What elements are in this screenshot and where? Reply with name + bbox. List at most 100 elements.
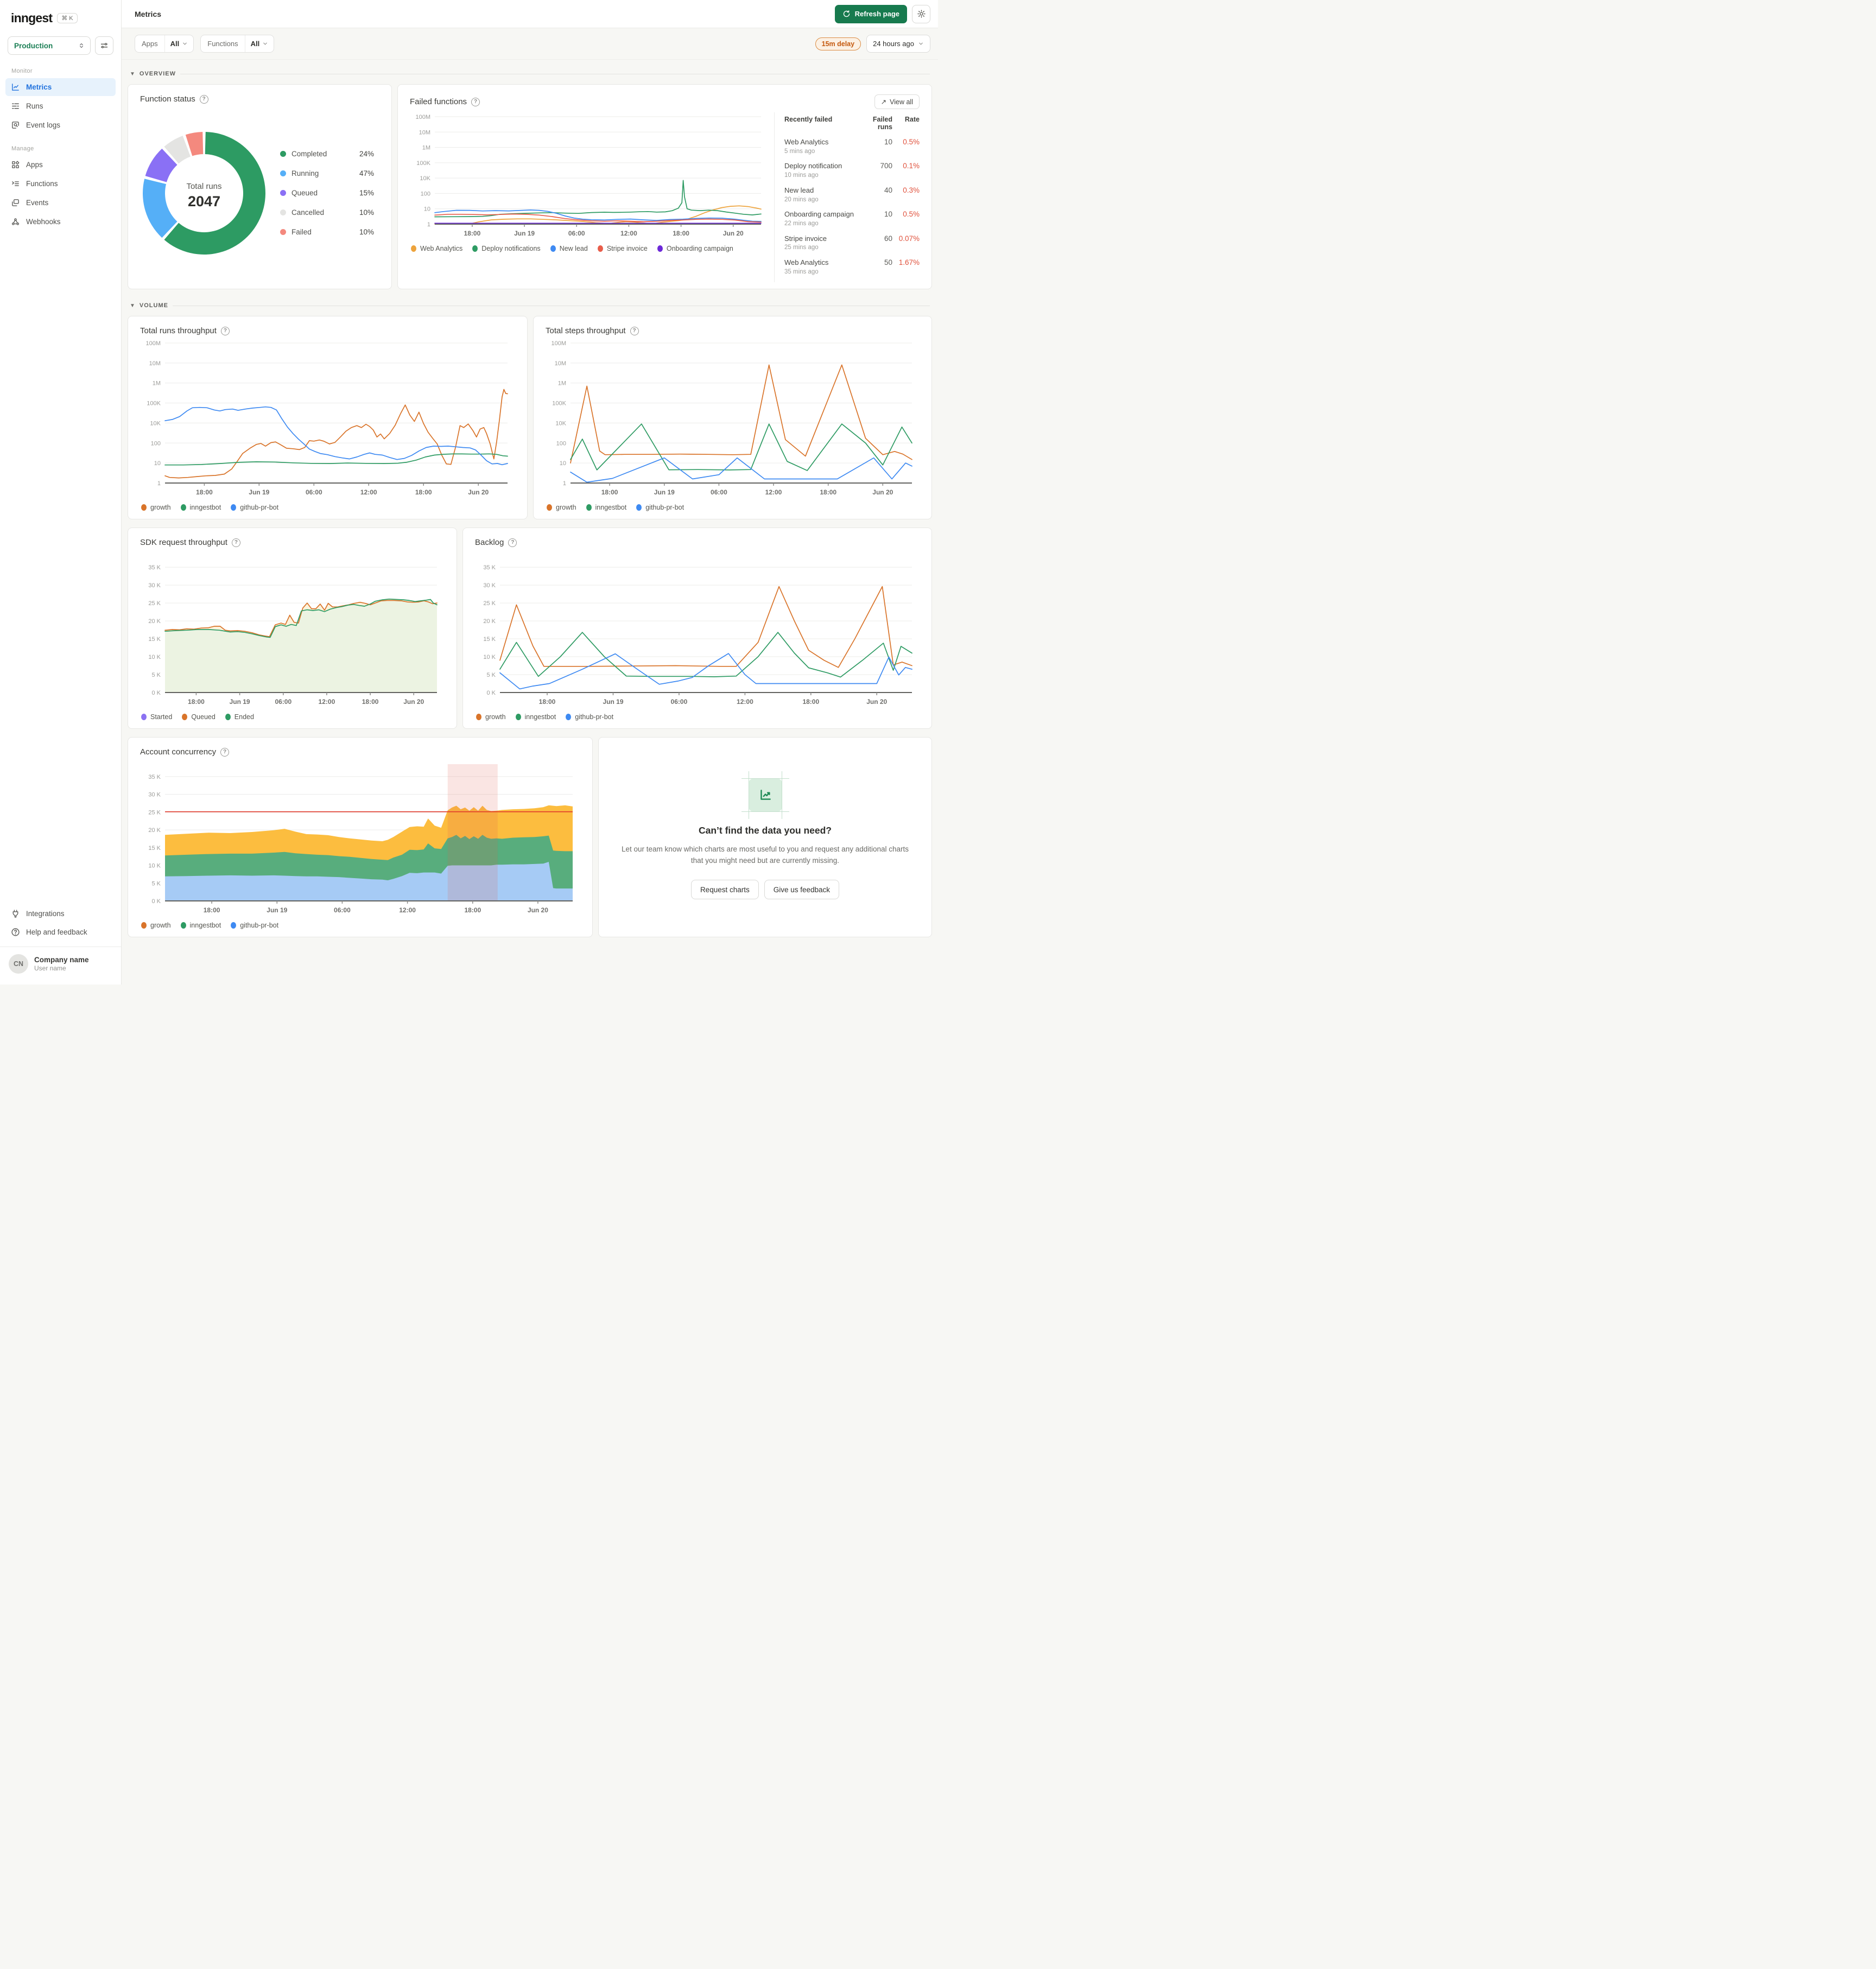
time-range-select[interactable]: 24 hours ago	[866, 35, 930, 53]
sidebar-item-metrics[interactable]: Metrics	[5, 78, 116, 96]
section-label: VOLUME	[139, 302, 168, 309]
env-filter-button[interactable]	[95, 36, 113, 55]
svg-text:18:00: 18:00	[204, 906, 220, 914]
filterbar: Apps All Functions All 15m delay 24 hour…	[122, 28, 938, 60]
help-question-icon[interactable]: ?	[199, 94, 208, 104]
account-concurrency-legend: growth inngestbot github-pr-bot	[141, 922, 579, 929]
table-row[interactable]: New lead 20 mins ago 40 0.3%	[784, 186, 920, 203]
legend-item[interactable]: inngestbot	[586, 504, 626, 511]
legend-item[interactable]: github-pr-bot	[566, 713, 613, 721]
legend-item[interactable]: inngestbot	[180, 922, 221, 929]
legend-item[interactable]: inngestbot	[180, 504, 221, 511]
sidebar-item-runs[interactable]: Runs	[5, 97, 116, 115]
give-feedback-button[interactable]: Give us feedback	[764, 880, 840, 900]
svg-text:18:00: 18:00	[362, 698, 379, 706]
donut-legend-item[interactable]: Failed 10%	[280, 228, 374, 236]
legend-item[interactable]: Started	[141, 713, 172, 721]
legend-item[interactable]: Queued	[182, 713, 216, 721]
donut-legend-item[interactable]: Running 47%	[280, 169, 374, 177]
card-title: Function status	[140, 94, 195, 104]
failed-function-time: 22 mins ago	[784, 220, 819, 227]
card-title: Failed functions	[410, 97, 467, 106]
donut-legend-item[interactable]: Cancelled 10%	[280, 208, 374, 217]
svg-text:30 K: 30 K	[148, 792, 161, 798]
svg-text:100K: 100K	[147, 401, 161, 407]
legend-item[interactable]: growth	[141, 504, 171, 511]
apps-filter[interactable]: Apps All	[135, 35, 194, 53]
svg-text:100K: 100K	[552, 401, 566, 407]
help-circle-icon	[11, 928, 20, 937]
failed-function-name: Web Analytics	[784, 138, 829, 146]
refresh-page-button[interactable]: Refresh page	[834, 4, 907, 23]
failed-function-time: 5 mins ago	[784, 148, 815, 155]
sidebar-item-event-logs[interactable]: Event logs	[5, 116, 116, 134]
card-title: SDK request throughput	[140, 538, 227, 548]
table-row[interactable]: Stripe invoice 25 mins ago 60 0.07%	[784, 234, 920, 251]
command-k-shortcut[interactable]: ⌘ K	[57, 13, 78, 23]
legend-item[interactable]: growth	[141, 922, 171, 929]
legend-item[interactable]: growth	[476, 713, 506, 721]
legend-dot-icon	[515, 714, 521, 721]
legend-item[interactable]: github-pr-bot	[231, 504, 278, 511]
failed-runs-count: 10	[884, 210, 892, 219]
sidebar-item-integrations[interactable]: Integrations	[5, 905, 116, 923]
sidebar-item-apps[interactable]: Apps	[5, 156, 116, 174]
legend-item[interactable]: github-pr-bot	[636, 504, 684, 511]
backlog-legend: growth inngestbot github-pr-bot	[476, 713, 918, 721]
legend-item[interactable]: growth	[547, 504, 576, 511]
svg-text:Jun 19: Jun 19	[654, 488, 675, 496]
environment-switcher[interactable]: Production	[8, 36, 91, 55]
sidebar-item-functions[interactable]: Functions	[5, 175, 116, 193]
help-question-icon[interactable]: ?	[231, 538, 240, 547]
svg-text:0 K: 0 K	[486, 690, 496, 696]
table-row[interactable]: Onboarding campaign 22 mins ago 10 0.5%	[784, 210, 920, 227]
legend-item[interactable]: Deploy notifications	[472, 245, 541, 252]
legend-item[interactable]: Web Analytics	[411, 245, 462, 252]
legend-item[interactable]: Ended	[225, 713, 254, 721]
sidebar-item-help-feedback[interactable]: Help and feedback	[5, 923, 116, 941]
total-steps-chart: 18:00 Jun 19 06:00 12:00 18:00 Jun 20 1 10 100 10…	[546, 339, 920, 499]
table-row[interactable]: Deploy notification 10 mins ago 700 0.1%	[784, 162, 920, 179]
profile-menu[interactable]: CN Company name User name	[0, 947, 121, 982]
company-name: Company name	[34, 955, 89, 964]
table-row[interactable]: Web Analytics 5 mins ago 10 0.5%	[784, 138, 920, 155]
legend-dot-icon	[566, 714, 572, 721]
legend-item[interactable]: New lead	[550, 245, 588, 252]
functions-filter[interactable]: Functions All	[200, 35, 275, 53]
help-question-icon[interactable]: ?	[220, 326, 230, 335]
svg-text:2047: 2047	[188, 193, 220, 209]
donut-legend-item[interactable]: Completed 24%	[280, 150, 374, 158]
view-all-button[interactable]: ↗ View all	[874, 94, 920, 109]
sidebar-item-webhooks[interactable]: Webhooks	[5, 213, 116, 231]
table-row[interactable]: Web Analytics 35 mins ago 50 1.67%	[784, 258, 920, 275]
card-title: Total steps throughput	[546, 326, 626, 336]
legend-item[interactable]: Onboarding campaign	[657, 245, 733, 252]
page-title: Metrics	[135, 9, 162, 18]
status-label: Queued	[291, 189, 318, 198]
overview-section-header[interactable]: ▼ OVERVIEW	[130, 71, 930, 77]
help-question-icon[interactable]: ?	[508, 538, 517, 547]
sidebar-item-events[interactable]: Events	[5, 194, 116, 212]
legend-dot-icon	[141, 714, 147, 721]
avatar: CN	[9, 954, 28, 974]
chart-line-icon	[11, 82, 20, 92]
plug-icon	[11, 909, 20, 918]
donut-legend-item[interactable]: Queued 15%	[280, 189, 374, 197]
chart-request-icon	[748, 778, 782, 812]
svg-text:18:00: 18:00	[188, 698, 205, 706]
help-question-icon[interactable]: ?	[471, 97, 480, 106]
chevron-down-icon	[262, 41, 268, 47]
help-question-icon[interactable]: ?	[220, 747, 230, 757]
legend-item[interactable]: github-pr-bot	[231, 922, 278, 929]
help-question-icon[interactable]: ?	[630, 326, 639, 335]
svg-text:10K: 10K	[150, 421, 161, 427]
legend-item[interactable]: Stripe invoice	[597, 245, 648, 252]
functions-filter-value: All	[250, 40, 260, 48]
status-percent: 15%	[359, 189, 374, 198]
settings-button[interactable]	[912, 4, 930, 23]
legend-item[interactable]: inngestbot	[515, 713, 556, 721]
svg-text:30 K: 30 K	[483, 582, 496, 589]
request-charts-button[interactable]: Request charts	[690, 880, 759, 900]
volume-section-header[interactable]: ▼ VOLUME	[130, 302, 930, 309]
svg-text:25 K: 25 K	[148, 810, 161, 816]
